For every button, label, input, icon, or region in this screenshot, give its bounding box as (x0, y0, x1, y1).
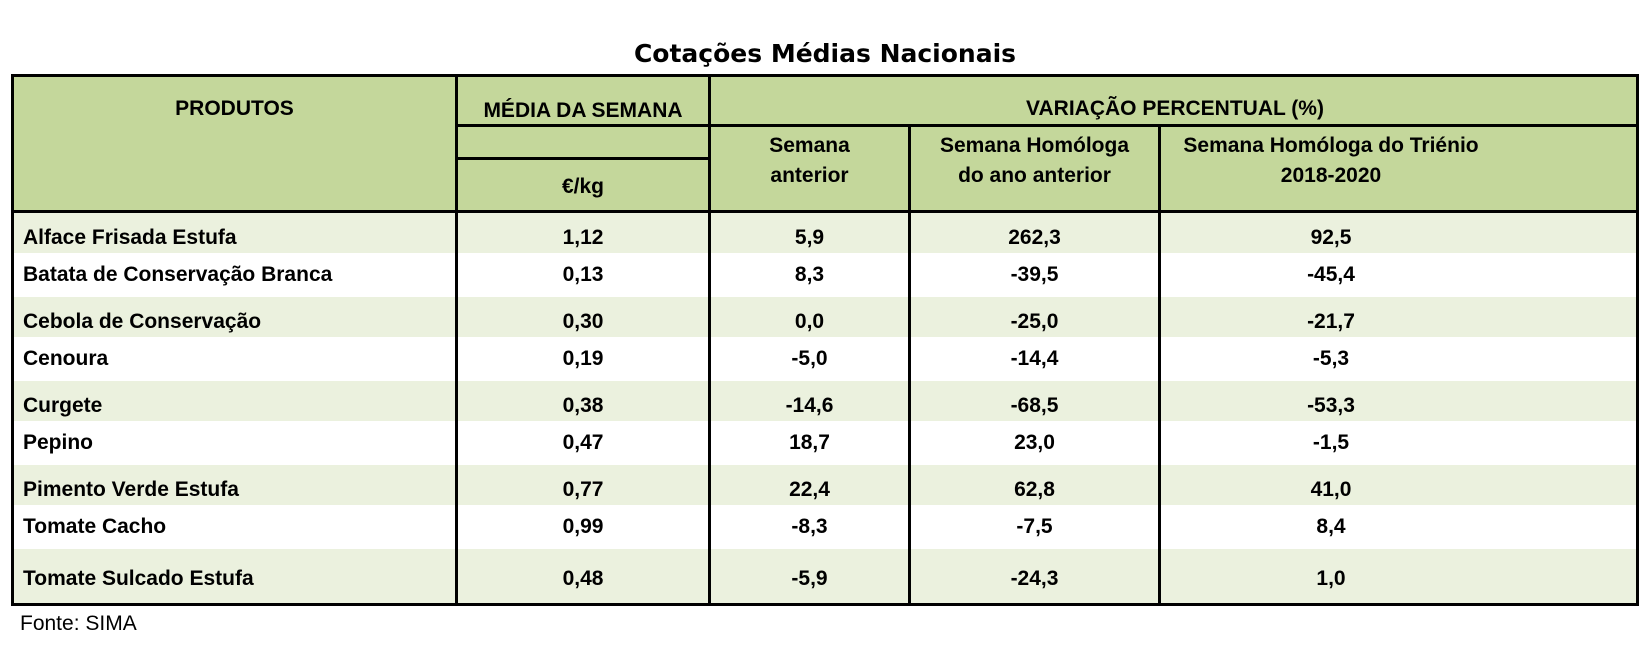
header-trienio: Semana Homóloga do Triénio 2018-2020 (1161, 131, 1501, 191)
cell-media: 0,38 (562, 394, 604, 417)
cell-anterior: -14,6 (785, 394, 834, 417)
table-body: Alface Frisada Estufa 1,12 5,9 262,3 92,… (14, 213, 1636, 603)
cell-homologa: -68,5 (1010, 394, 1059, 417)
cell-trienio: 8,4 (1316, 515, 1346, 538)
header-semana-anterior-line2: anterior (770, 164, 849, 187)
cell-trienio: -21,7 (1307, 310, 1355, 333)
table-row: Pimento Verde Estufa 0,77 22,4 62,8 41,0 (14, 465, 1636, 509)
cell-anterior: 22,4 (789, 478, 830, 501)
cell-media: 0,99 (562, 515, 604, 538)
cell-trienio: -5,3 (1312, 347, 1350, 370)
header-semana-homologa-line2: do ano anterior (958, 164, 1111, 187)
cell-product: Alface Frisada Estufa (23, 226, 237, 249)
header-semana-homologa-line1: Semana Homóloga (939, 134, 1130, 157)
cell-anterior: -5,9 (791, 567, 828, 590)
cell-homologa: 23,0 (1014, 431, 1055, 454)
header-trienio-line1: Semana Homóloga do Triénio (1183, 134, 1479, 157)
cell-product: Pimento Verde Estufa (23, 478, 239, 501)
table-row: Pepino 0,47 18,7 23,0 -1,5 (14, 421, 1636, 465)
table-row: Tomate Sulcado Estufa 0,48 -5,9 -24,3 1,… (14, 549, 1636, 603)
header-variacao: VARIAÇÃO PERCENTUAL (%) (1026, 97, 1324, 120)
cell-product: Tomate Sulcado Estufa (23, 567, 254, 590)
header-semana-anterior-line1: Semana (769, 134, 850, 157)
cell-media: 0,47 (562, 431, 604, 454)
price-table: PRODUTOS MÉDIA DA SEMANA €/kg VARIAÇÃO P… (11, 74, 1639, 606)
table-row: Batata de Conservação Branca 0,13 8,3 -3… (14, 253, 1636, 297)
cell-homologa: -25,0 (1010, 310, 1059, 333)
cell-anterior: 8,3 (794, 263, 825, 286)
cell-homologa: 62,8 (1014, 478, 1055, 501)
cell-anterior: 18,7 (789, 431, 830, 454)
header-trienio-line2: 2018-2020 (1280, 164, 1382, 187)
cell-media: 0,13 (562, 263, 604, 286)
cell-media: 0,19 (562, 347, 604, 370)
cell-trienio: -53,3 (1307, 394, 1355, 417)
cell-product: Pepino (23, 431, 94, 454)
cell-product: Cenoura (23, 347, 109, 370)
table-row: Cebola de Conservação 0,30 0,0 -25,0 -21… (14, 297, 1636, 341)
header-produtos: PRODUTOS (175, 97, 294, 120)
cell-media: 0,48 (562, 567, 604, 590)
cell-product: Batata de Conservação Branca (23, 263, 333, 286)
cell-product: Cebola de Conservação (23, 310, 262, 333)
cell-trienio: -1,5 (1312, 431, 1350, 454)
header-media-semana: MÉDIA DA SEMANA (483, 99, 683, 122)
cell-homologa: 262,3 (1008, 226, 1061, 249)
cell-product: Tomate Cacho (23, 515, 167, 538)
cell-anterior: -5,0 (791, 347, 828, 370)
cell-trienio: 41,0 (1310, 478, 1352, 501)
cell-media: 1,12 (562, 226, 604, 249)
cell-trienio: 92,5 (1310, 226, 1352, 249)
table-row: Alface Frisada Estufa 1,12 5,9 262,3 92,… (14, 213, 1636, 257)
table-row: Tomate Cacho 0,99 -8,3 -7,5 8,4 (14, 505, 1636, 549)
cell-product: Curgete (23, 394, 103, 417)
table-row: Curgete 0,38 -14,6 -68,5 -53,3 (14, 381, 1636, 425)
table-header: PRODUTOS MÉDIA DA SEMANA €/kg VARIAÇÃO P… (14, 77, 1636, 213)
cell-anterior: 5,9 (794, 226, 825, 249)
header-unit: €/kg (561, 175, 605, 198)
cell-homologa: -14,4 (1010, 347, 1059, 370)
cell-media: 0,77 (562, 478, 604, 501)
cell-trienio: 1,0 (1316, 567, 1346, 590)
cell-homologa: -24,3 (1010, 567, 1059, 590)
cell-anterior: 0,0 (794, 310, 825, 333)
cell-homologa: -7,5 (1016, 515, 1053, 538)
cell-media: 0,30 (562, 310, 604, 333)
cell-trienio: -45,4 (1307, 263, 1355, 286)
source-note: Fonte: SIMA (20, 612, 137, 635)
table-title: Cotações Médias Nacionais (633, 39, 1017, 68)
header-semana-anterior: Semana anterior (711, 131, 908, 191)
cell-anterior: -8,3 (791, 515, 828, 538)
table-row: Cenoura 0,19 -5,0 -14,4 -5,3 (14, 337, 1636, 381)
header-semana-homologa: Semana Homóloga do ano anterior (911, 131, 1158, 191)
cell-homologa: -39,5 (1010, 263, 1059, 286)
